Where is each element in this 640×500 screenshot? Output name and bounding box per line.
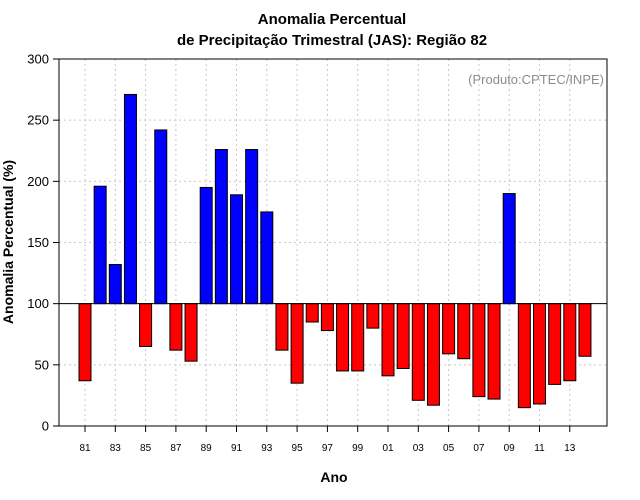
- x-tick-label-91: 91: [231, 443, 243, 454]
- chart-subtitle: de Precipitação Trimestral (JAS): Região…: [177, 32, 487, 49]
- x-tick-label-93: 93: [261, 443, 273, 454]
- bar-99: [351, 303, 365, 372]
- y-axis: 0 50 100 150 200 250 300: [27, 52, 59, 434]
- bar-97: [320, 303, 334, 332]
- bar-09: [502, 193, 516, 305]
- bar-88: [184, 303, 198, 362]
- y-axis-label: Anomalia Percentual (%): [0, 160, 16, 324]
- bars-layer: [78, 93, 592, 409]
- y-tick-label-250: 250: [27, 113, 49, 128]
- x-tick-label-07: 07: [473, 443, 485, 454]
- y-tick-label-200: 200: [27, 174, 49, 189]
- x-tick-label-99: 99: [352, 443, 364, 454]
- bar-83: [108, 264, 122, 305]
- bar-94: [275, 303, 289, 351]
- bar-87: [169, 303, 183, 351]
- x-tick-label-85: 85: [140, 443, 152, 454]
- bar-14: [578, 303, 592, 357]
- bar-86: [154, 129, 168, 305]
- x-axis-label: Ano: [320, 469, 347, 485]
- x-tick-label-95: 95: [292, 443, 304, 454]
- y-tick-label-0: 0: [42, 419, 49, 434]
- bar-11: [533, 303, 546, 405]
- bar-07: [472, 303, 486, 398]
- y-tick-label-100: 100: [27, 296, 49, 311]
- bar-01: [381, 303, 395, 377]
- bar-96: [305, 303, 319, 323]
- x-tick-label-87: 87: [170, 443, 182, 454]
- bar-13: [563, 303, 577, 382]
- x-tick-label-09: 09: [504, 443, 516, 454]
- bar-85: [139, 303, 153, 347]
- bar-89: [199, 186, 213, 305]
- y-tick-label-150: 150: [27, 235, 49, 250]
- bar-04: [426, 303, 440, 406]
- bar-02: [396, 303, 410, 370]
- bar-93: [260, 211, 274, 305]
- y-tick-label-300: 300: [27, 52, 49, 67]
- bar-98: [336, 303, 350, 372]
- bar-95: [290, 303, 304, 384]
- bar-00: [366, 303, 380, 329]
- x-tick-label-11: 11: [534, 443, 545, 454]
- credit-annotation: (Produto:CPTEC/INPE): [468, 72, 604, 87]
- bar-10: [517, 303, 531, 409]
- x-tick-label-97: 97: [322, 443, 334, 454]
- x-tick-label-13: 13: [564, 443, 576, 454]
- x-axis: 81 83 85 87 89 91 93 95 97 99 01 03 05 07 09 11 13: [79, 426, 576, 454]
- x-tick-label-81: 81: [79, 443, 91, 454]
- x-tick-label-89: 89: [201, 443, 213, 454]
- bar-84: [123, 93, 137, 305]
- x-tick-label-83: 83: [110, 443, 122, 454]
- chart-title: Anomalia Percentual: [258, 11, 406, 28]
- bar-91: [230, 194, 243, 305]
- bar-03: [411, 303, 425, 401]
- bar-90: [214, 149, 228, 305]
- bar-08: [487, 303, 501, 400]
- x-tick-label-03: 03: [413, 443, 425, 454]
- x-tick-label-01: 01: [382, 443, 394, 454]
- bar-82: [93, 185, 107, 305]
- bar-12: [548, 303, 562, 385]
- bar-92: [245, 149, 259, 305]
- x-tick-label-05: 05: [443, 443, 455, 454]
- y-tick-label-50: 50: [35, 357, 49, 372]
- bar-05: [442, 303, 456, 355]
- bar-81: [78, 303, 92, 382]
- bar-06: [457, 303, 471, 360]
